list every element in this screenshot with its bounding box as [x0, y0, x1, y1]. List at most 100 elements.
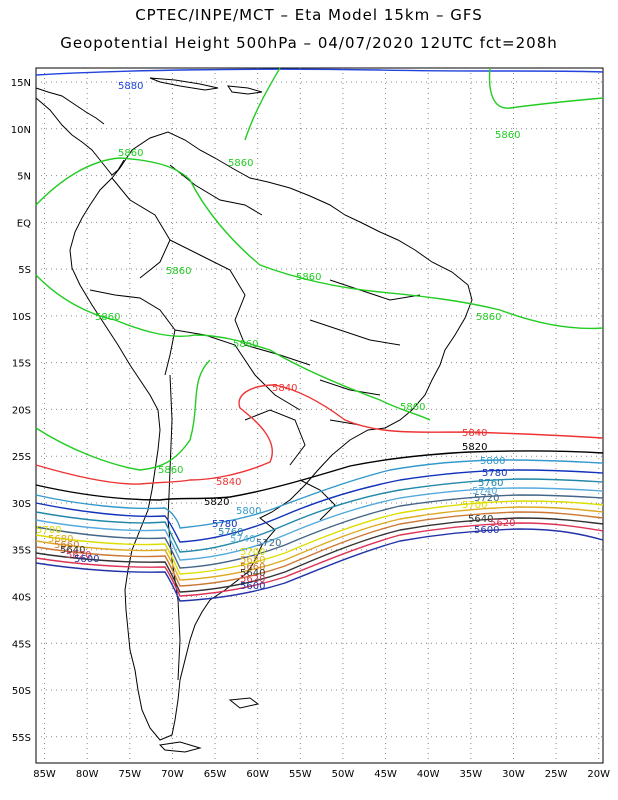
lat-label: 45S: [12, 639, 31, 650]
border-argentina-chile: [167, 374, 181, 681]
contour-5860-north: [244, 67, 604, 141]
label-5860-h: 5860: [233, 339, 258, 350]
contour-labels: 5880 5860 5860 5860 5860 5860 5860 5860 …: [36, 81, 520, 592]
coastlines: [35, 77, 473, 753]
longitude-labels: 85W 80W 75W 70W 65W 60W 55W 50W 45W 40W 35W 30W 25W 2…: [33, 769, 610, 780]
contour-5720: [35, 494, 604, 569]
label-5660-b: 5660: [240, 562, 265, 573]
cuba-island: [149, 77, 219, 91]
label-5860-a: 5860: [495, 130, 520, 141]
lon-label: 45W: [374, 769, 397, 780]
label-5880: 5880: [118, 81, 143, 92]
label-5760-b: 5760: [218, 527, 243, 538]
border-uruguay: [299, 479, 336, 521]
lat-label: 50S: [12, 686, 31, 697]
label-5860-i: 5860: [400, 402, 425, 413]
contour-5860-closed: [35, 157, 604, 330]
label-5680-a: 5680: [48, 534, 73, 545]
contour-5700: [35, 500, 604, 575]
label-5840-a: 5840: [272, 383, 297, 394]
label-5840-c: 5840: [216, 477, 241, 488]
contour-5800: [35, 459, 604, 529]
border-brazil-west: [169, 239, 311, 366]
label-5720-b: 5720: [256, 538, 281, 549]
label-5740-b: 5740: [230, 534, 255, 545]
lon-label: 60W: [246, 769, 269, 780]
contour-5660: [35, 511, 604, 587]
lat-label: 55S: [12, 733, 31, 744]
south-america-coast: [69, 131, 473, 741]
label-5800-a: 5800: [480, 456, 505, 467]
label-5640-a: 5640: [60, 545, 85, 556]
lon-label: 80W: [76, 769, 99, 780]
lat-label: 5S: [18, 265, 31, 276]
lon-label: 25W: [545, 769, 568, 780]
label-5860-g: 5860: [476, 312, 501, 323]
label-5640-c: 5640: [468, 514, 493, 525]
label-5820-a: 5820: [462, 442, 487, 453]
lon-label: 55W: [289, 769, 312, 780]
lat-label: 10S: [12, 312, 31, 323]
label-5840-b: 5840: [462, 428, 487, 439]
label-5860-b: 5860: [118, 148, 143, 159]
border-paraguay: [244, 409, 306, 466]
lon-label: 30W: [502, 769, 525, 780]
label-5640-b: 5640: [240, 568, 265, 579]
label-5700-c: 5700: [462, 500, 487, 511]
lat-label: 15N: [11, 78, 31, 89]
label-5780-a: 5780: [482, 468, 507, 479]
label-5700-b: 5700: [240, 547, 265, 558]
contour-5860-south: [35, 274, 431, 421]
border-venezuela: [169, 164, 263, 216]
contour-5760: [35, 478, 604, 553]
label-5780-b: 5780: [212, 519, 237, 530]
lat-label: 5N: [17, 172, 31, 183]
label-5820-b: 5820: [204, 497, 229, 508]
chart-subtitle: Geopotential Height 500hPa – 04/07/2020 …: [60, 34, 558, 52]
label-5720-a: 5720: [474, 493, 499, 504]
contour-5620: [35, 522, 604, 597]
contour-5780: [35, 469, 604, 543]
label-5860-d: 5860: [166, 266, 191, 277]
contour-5820: [35, 450, 604, 501]
lon-label: 75W: [118, 769, 141, 780]
lon-label: 50W: [332, 769, 355, 780]
contour-5600: [35, 528, 604, 602]
central-america-coast-north: [35, 87, 105, 125]
label-5860-f: 5860: [95, 312, 120, 323]
falklands: [228, 697, 260, 709]
lon-label: 65W: [204, 769, 227, 780]
contour-5740: [35, 487, 604, 561]
border-colombia: [111, 177, 171, 279]
label-5680-b: 5680: [240, 555, 265, 566]
label-5600-b: 5600: [240, 581, 265, 592]
lon-label: 35W: [460, 769, 483, 780]
latitude-labels: 15N 10N 5N EQ 5S 10S 15S 20S 25S 30S 35S 40S 45S 50S 5…: [11, 78, 31, 744]
border-bolivia: [174, 329, 301, 411]
label-5700-a: 5700: [36, 525, 61, 536]
label-5620-c: 5620: [490, 518, 515, 529]
label-5800-b: 5800: [236, 506, 261, 517]
label-5860-e: 5860: [296, 272, 321, 283]
label-5660-a: 5660: [54, 540, 79, 551]
plot-frame: [35, 67, 604, 764]
lon-label: 85W: [33, 769, 56, 780]
chart-title: CPTEC/INPE/MCT – Eta Model 15km – GFS: [135, 6, 483, 24]
contour-5860-west: [35, 359, 211, 471]
lat-label: 35S: [12, 546, 31, 557]
contour-5880: [35, 68, 604, 76]
label-5860-j: 5860: [158, 465, 183, 476]
lat-label: 15S: [12, 359, 31, 370]
hispaniola: [226, 85, 263, 95]
contour-5840: [35, 384, 604, 485]
lat-label: 10N: [11, 125, 31, 136]
label-5600-c: 5600: [474, 525, 499, 536]
contour-5640: [35, 517, 604, 593]
lon-label: 20W: [587, 769, 610, 780]
lat-label: 25S: [12, 452, 31, 463]
label-5600-a: 5600: [74, 554, 99, 565]
lat-label: 20S: [12, 405, 31, 416]
lat-label: EQ: [17, 218, 31, 229]
label-5760-a: 5760: [478, 478, 503, 489]
